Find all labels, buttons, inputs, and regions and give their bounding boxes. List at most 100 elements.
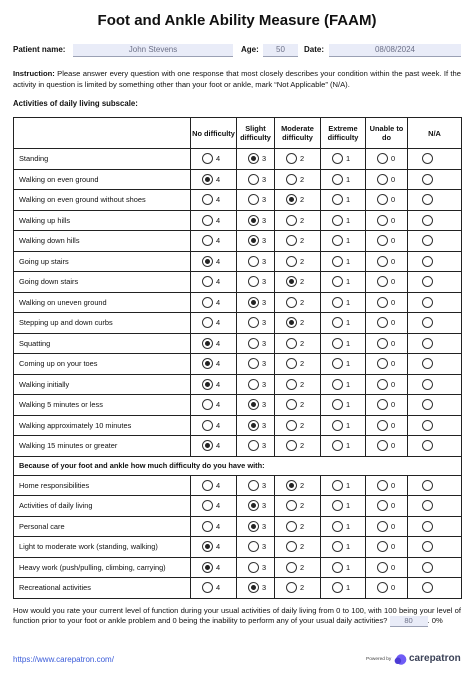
radio-button[interactable] [202, 358, 213, 369]
radio-button[interactable] [202, 479, 213, 491]
radio-button[interactable] [377, 500, 388, 511]
radio-button[interactable] [377, 255, 388, 267]
radio-button[interactable] [332, 541, 343, 552]
radio-button[interactable] [286, 296, 297, 308]
radio-button[interactable] [248, 235, 259, 246]
age-field[interactable]: 50 [263, 44, 298, 57]
radio-button[interactable] [377, 419, 388, 431]
radio-button[interactable] [377, 561, 388, 573]
radio-button[interactable] [202, 235, 213, 246]
rating-value-field[interactable]: 80 [389, 616, 428, 627]
radio-button[interactable] [377, 235, 388, 246]
radio-button[interactable] [248, 173, 259, 185]
radio-button[interactable] [248, 255, 259, 267]
radio-button[interactable] [332, 520, 343, 532]
radio-button[interactable] [202, 317, 213, 328]
radio-button[interactable] [422, 378, 433, 390]
radio-button[interactable] [422, 194, 433, 205]
radio-button[interactable] [286, 419, 297, 431]
radio-button[interactable] [248, 378, 259, 390]
radio-button[interactable] [286, 479, 297, 491]
radio-button[interactable] [422, 153, 433, 164]
footer-link[interactable]: https://www.carepatron.com/ [13, 655, 114, 664]
radio-button[interactable] [202, 541, 213, 552]
radio-button[interactable] [422, 214, 433, 226]
radio-button[interactable] [202, 337, 213, 349]
radio-button[interactable] [377, 276, 388, 287]
radio-button[interactable] [422, 582, 433, 593]
radio-button[interactable] [377, 541, 388, 552]
radio-button[interactable] [332, 582, 343, 593]
radio-button[interactable] [377, 194, 388, 205]
radio-button[interactable] [248, 153, 259, 164]
radio-button[interactable] [202, 378, 213, 390]
radio-button[interactable] [286, 214, 297, 226]
radio-button[interactable] [286, 235, 297, 246]
radio-button[interactable] [377, 317, 388, 328]
radio-button[interactable] [286, 520, 297, 532]
radio-button[interactable] [248, 561, 259, 573]
radio-button[interactable] [377, 479, 388, 491]
radio-button[interactable] [377, 337, 388, 349]
radio-button[interactable] [377, 153, 388, 164]
radio-button[interactable] [377, 378, 388, 390]
radio-button[interactable] [332, 296, 343, 308]
radio-button[interactable] [422, 255, 433, 267]
radio-button[interactable] [377, 296, 388, 308]
radio-button[interactable] [332, 235, 343, 246]
radio-button[interactable] [248, 194, 259, 205]
radio-button[interactable] [332, 276, 343, 287]
radio-button[interactable] [286, 194, 297, 205]
radio-button[interactable] [202, 296, 213, 308]
radio-button[interactable] [332, 317, 343, 328]
radio-button[interactable] [202, 419, 213, 431]
radio-button[interactable] [202, 582, 213, 593]
radio-button[interactable] [248, 337, 259, 349]
radio-button[interactable] [286, 276, 297, 287]
radio-button[interactable] [377, 440, 388, 451]
radio-button[interactable] [248, 520, 259, 532]
radio-button[interactable] [248, 479, 259, 491]
radio-button[interactable] [248, 419, 259, 431]
radio-button[interactable] [377, 582, 388, 593]
radio-button[interactable] [248, 399, 259, 410]
radio-button[interactable] [332, 378, 343, 390]
radio-button[interactable] [422, 276, 433, 287]
radio-button[interactable] [332, 561, 343, 573]
radio-button[interactable] [286, 317, 297, 328]
radio-button[interactable] [248, 358, 259, 369]
radio-button[interactable] [332, 255, 343, 267]
radio-button[interactable] [377, 399, 388, 410]
radio-button[interactable] [248, 541, 259, 552]
radio-button[interactable] [422, 399, 433, 410]
radio-button[interactable] [422, 173, 433, 185]
radio-button[interactable] [286, 255, 297, 267]
radio-button[interactable] [422, 541, 433, 552]
radio-button[interactable] [332, 500, 343, 511]
radio-button[interactable] [286, 358, 297, 369]
radio-button[interactable] [377, 358, 388, 369]
radio-button[interactable] [248, 582, 259, 593]
patient-name-field[interactable]: John Stevens [73, 44, 233, 57]
radio-button[interactable] [422, 419, 433, 431]
radio-button[interactable] [286, 500, 297, 511]
radio-button[interactable] [422, 296, 433, 308]
radio-button[interactable] [202, 500, 213, 511]
radio-button[interactable] [202, 520, 213, 532]
date-field[interactable]: 08/08/2024 [329, 44, 461, 57]
radio-button[interactable] [422, 561, 433, 573]
radio-button[interactable] [422, 520, 433, 532]
radio-button[interactable] [248, 500, 259, 511]
radio-button[interactable] [422, 500, 433, 511]
radio-button[interactable] [286, 561, 297, 573]
radio-button[interactable] [422, 358, 433, 369]
radio-button[interactable] [202, 399, 213, 410]
radio-button[interactable] [422, 235, 433, 246]
radio-button[interactable] [286, 337, 297, 349]
radio-button[interactable] [202, 153, 213, 164]
radio-button[interactable] [332, 194, 343, 205]
radio-button[interactable] [248, 317, 259, 328]
radio-button[interactable] [286, 173, 297, 185]
radio-button[interactable] [377, 173, 388, 185]
radio-button[interactable] [286, 440, 297, 451]
